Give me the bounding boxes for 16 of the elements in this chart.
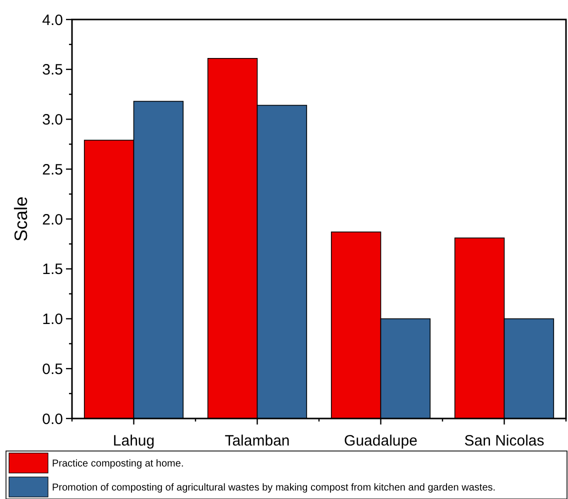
y-tick-label: 0.5 [42,360,63,378]
y-tick-label: 1.5 [42,261,63,278]
legend-label: Promotion of composting of agricultural wastes by making compost from kitchen and garden wastes. [52,482,496,494]
x-tick-label: Talamban [224,432,290,450]
legend-label: Practice composting at home. [52,458,184,470]
y-tick-label: 2.0 [42,211,63,228]
x-tick-label: Guadalupe [344,432,418,450]
y-axis-title: Scale [11,196,31,242]
y-tick-label: 1.0 [42,311,63,328]
y-tick-label: 2.5 [42,161,63,178]
y-tick-label: 0.0 [42,410,63,428]
x-tick-label: San Nicolas [464,432,544,450]
y-tick-label: 4.0 [42,12,63,29]
x-tick-label: Lahug [112,432,155,450]
y-tick-label: 3.5 [42,62,63,79]
y-tick-label: 3.0 [42,112,63,128]
